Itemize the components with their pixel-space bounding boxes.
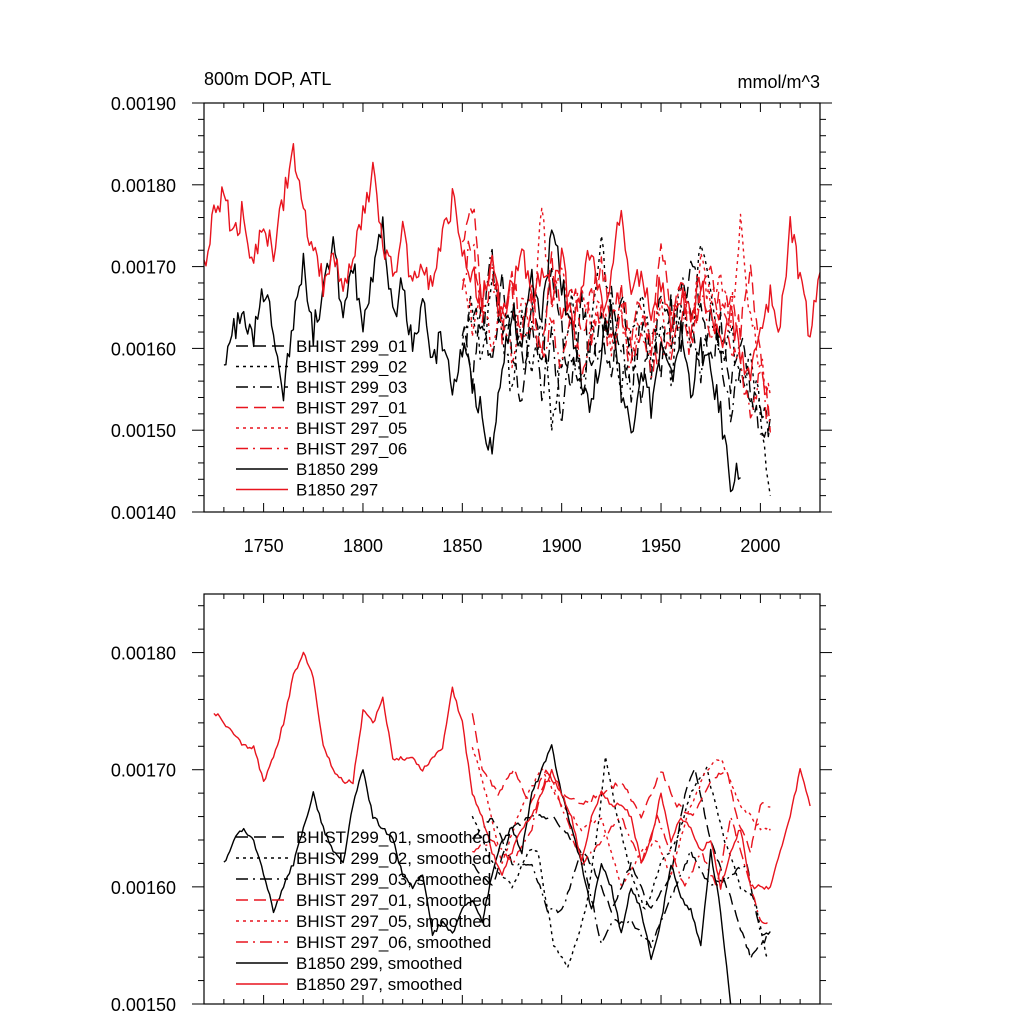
series-line-bhist-297-06-smoothed: [472, 770, 771, 925]
series-line-b1850-299-smoothed: [223, 744, 732, 1005]
series-line-bhist-299-01: [461, 260, 771, 438]
top-series-group: [203, 142, 821, 496]
top-axis-ticks: 1750 1800 1850 1900 1950 2000 0.00140 0.00150 0.…: [111, 94, 832, 556]
legend-label: BHIST 297_01, smoothed: [296, 891, 491, 910]
y-tick-label: 0.00160: [111, 878, 176, 898]
y-tick-label: 0.00170: [111, 258, 176, 278]
top-panel-units: mmol/m^3: [738, 72, 820, 92]
x-tick-label: 2000: [740, 536, 780, 556]
top-panel-title: 800m DOP, ATL: [204, 69, 331, 89]
top-panel: 800m DOP, ATL mmol/m^3 1750 1800 1850 1900 1…: [111, 69, 832, 556]
series-line-bhist-299-01-smoothed: [471, 767, 771, 960]
bottom-axis-ticks: 0.00150 0.00160 0.00170 0.00180: [111, 594, 832, 1015]
legend-label: B1850 299, smoothed: [296, 954, 462, 973]
series-line-bhist-297-05-smoothed: [471, 747, 771, 886]
y-tick-label: 0.00140: [111, 503, 176, 523]
y-tick-label: 0.00150: [111, 995, 176, 1015]
series-line-bhist-297-06: [461, 240, 771, 433]
series-line-bhist-299-03-smoothed: [472, 817, 771, 949]
legend-label: BHIST 299_01: [296, 337, 407, 356]
x-tick-label: 1850: [442, 536, 482, 556]
legend-label: BHIST 297_05: [296, 419, 407, 438]
x-tick-label: 1950: [641, 536, 681, 556]
legend-label: BHIST 297_01: [296, 399, 407, 418]
legend-label: BHIST 299_02, smoothed: [296, 849, 491, 868]
y-tick-label: 0.00170: [111, 761, 176, 781]
series-line-bhist-299-03: [461, 248, 771, 438]
y-tick-label: 0.00150: [111, 421, 176, 441]
bottom-series-group: [213, 651, 811, 1005]
series-line-b1850-297: [203, 142, 821, 382]
series-line-b1850-299: [223, 216, 741, 493]
legend-label: BHIST 297_06, smoothed: [296, 933, 491, 952]
legend-label: BHIST 297_06: [296, 440, 407, 459]
legend-label: BHIST 299_03, smoothed: [296, 870, 491, 889]
legend-label: BHIST 299_03: [296, 378, 407, 397]
y-tick-label: 0.00180: [111, 644, 176, 664]
x-tick-label: 1900: [542, 536, 582, 556]
series-line-bhist-299-02-smoothed: [471, 755, 771, 969]
top-plot-frame: [203, 102, 821, 513]
series-line-b1850-297-smoothed: [213, 651, 811, 890]
x-tick-label: 1750: [244, 536, 284, 556]
series-line-bhist-297-01-smoothed: [471, 713, 771, 854]
legend-label: BHIST 297_05, smoothed: [296, 912, 491, 931]
x-tick-label: 1800: [343, 536, 383, 556]
legend-label: BHIST 299_01, smoothed: [296, 828, 491, 847]
y-tick-label: 0.00190: [111, 94, 176, 114]
bottom-plot-frame: [203, 593, 821, 1005]
y-tick-label: 0.00160: [111, 339, 176, 359]
series-line-bhist-299-02: [461, 234, 771, 496]
legend-label: B1850 297, smoothed: [296, 975, 462, 994]
legend-label: B1850 297: [296, 481, 378, 500]
legend-label: B1850 299: [296, 460, 378, 479]
series-line-bhist-297-01: [461, 207, 771, 420]
bottom-legend: BHIST 299_01, smoothed BHIST 299_02, smoo…: [236, 828, 491, 994]
series-line-bhist-297-05: [462, 207, 771, 396]
legend-label: BHIST 299_02: [296, 358, 407, 377]
y-tick-label: 0.00180: [111, 176, 176, 196]
bottom-panel: 0.00150 0.00160 0.00170 0.00180 BHIST 299_0…: [111, 593, 832, 1015]
